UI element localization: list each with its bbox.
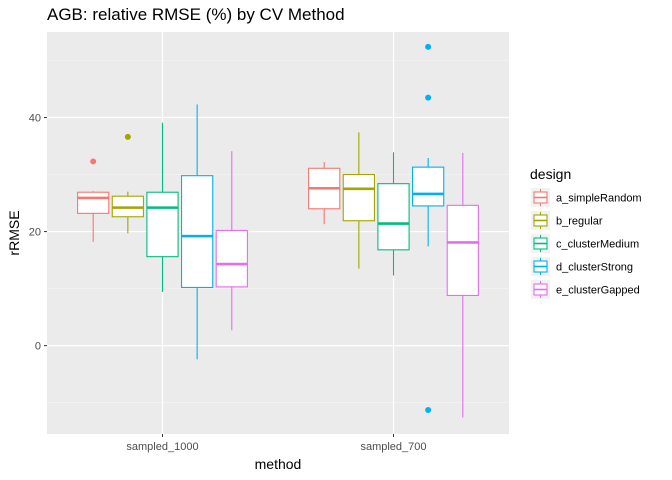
outlier-point: [425, 407, 432, 414]
y-tick-label: 0: [35, 341, 41, 353]
box-a_simpleRandom-sampled_700: [308, 162, 341, 225]
outlier-point: [124, 133, 131, 140]
legend-entry-e_clusterGapped: e_clusterGapped: [531, 280, 640, 299]
box-body: [77, 191, 110, 214]
outlier-point: [90, 158, 97, 165]
chart-title: AGB: relative RMSE (%) by CV Method: [47, 5, 345, 24]
legend-entry-b_regular: b_regular: [531, 211, 603, 230]
box-b_regular-sampled_700: [342, 132, 375, 269]
y-axis: 0 20 40: [29, 113, 47, 353]
box-body: [181, 175, 214, 289]
box-d_clusterStrong-sampled_700: [412, 43, 445, 414]
legend-label: a_simpleRandom: [556, 193, 642, 205]
legend-label: b_regular: [556, 216, 603, 228]
box-e_clusterGapped-sampled_700: [446, 152, 479, 418]
y-tick-label: 20: [29, 227, 41, 239]
y-axis-title: rRMSE: [6, 210, 22, 255]
y-tick-label: 40: [29, 113, 41, 125]
outlier-point: [425, 94, 432, 101]
legend-entry-d_clusterStrong: d_clusterStrong: [531, 257, 633, 276]
legend-label: e_clusterGapped: [556, 285, 640, 297]
box-body: [215, 229, 248, 288]
box-c_clusterMedium-sampled_1000: [146, 122, 179, 293]
legend-title: design: [530, 166, 571, 182]
legend: design a_simpleRandom b_regular c_clusterM…: [530, 166, 642, 299]
box-body: [146, 191, 179, 258]
box-d_clusterStrong-sampled_1000: [181, 104, 214, 360]
legend-label: c_clusterMedium: [556, 239, 639, 251]
legend-entry-a_simpleRandom: a_simpleRandom: [531, 188, 642, 207]
legend-entry-c_clusterMedium: c_clusterMedium: [531, 234, 639, 253]
legend-label: d_clusterStrong: [556, 262, 633, 274]
plot-panel: [47, 32, 509, 434]
box-body: [342, 174, 375, 222]
box-body: [446, 204, 479, 296]
box-e_clusterGapped-sampled_1000: [215, 151, 248, 331]
box-c_clusterMedium-sampled_700: [377, 152, 410, 276]
box-body: [412, 166, 445, 207]
x-tick-label: sampled_700: [360, 441, 426, 453]
x-axis: sampled_1000 sampled_700: [126, 434, 427, 453]
box-a_simpleRandom-sampled_1000: [77, 158, 110, 242]
x-tick-label: sampled_1000: [126, 441, 198, 453]
outlier-point: [425, 43, 432, 50]
box-body: [377, 183, 410, 251]
box-b_regular-sampled_1000: [111, 133, 144, 234]
boxes-layer: [77, 43, 479, 418]
x-axis-title: method: [255, 456, 302, 472]
